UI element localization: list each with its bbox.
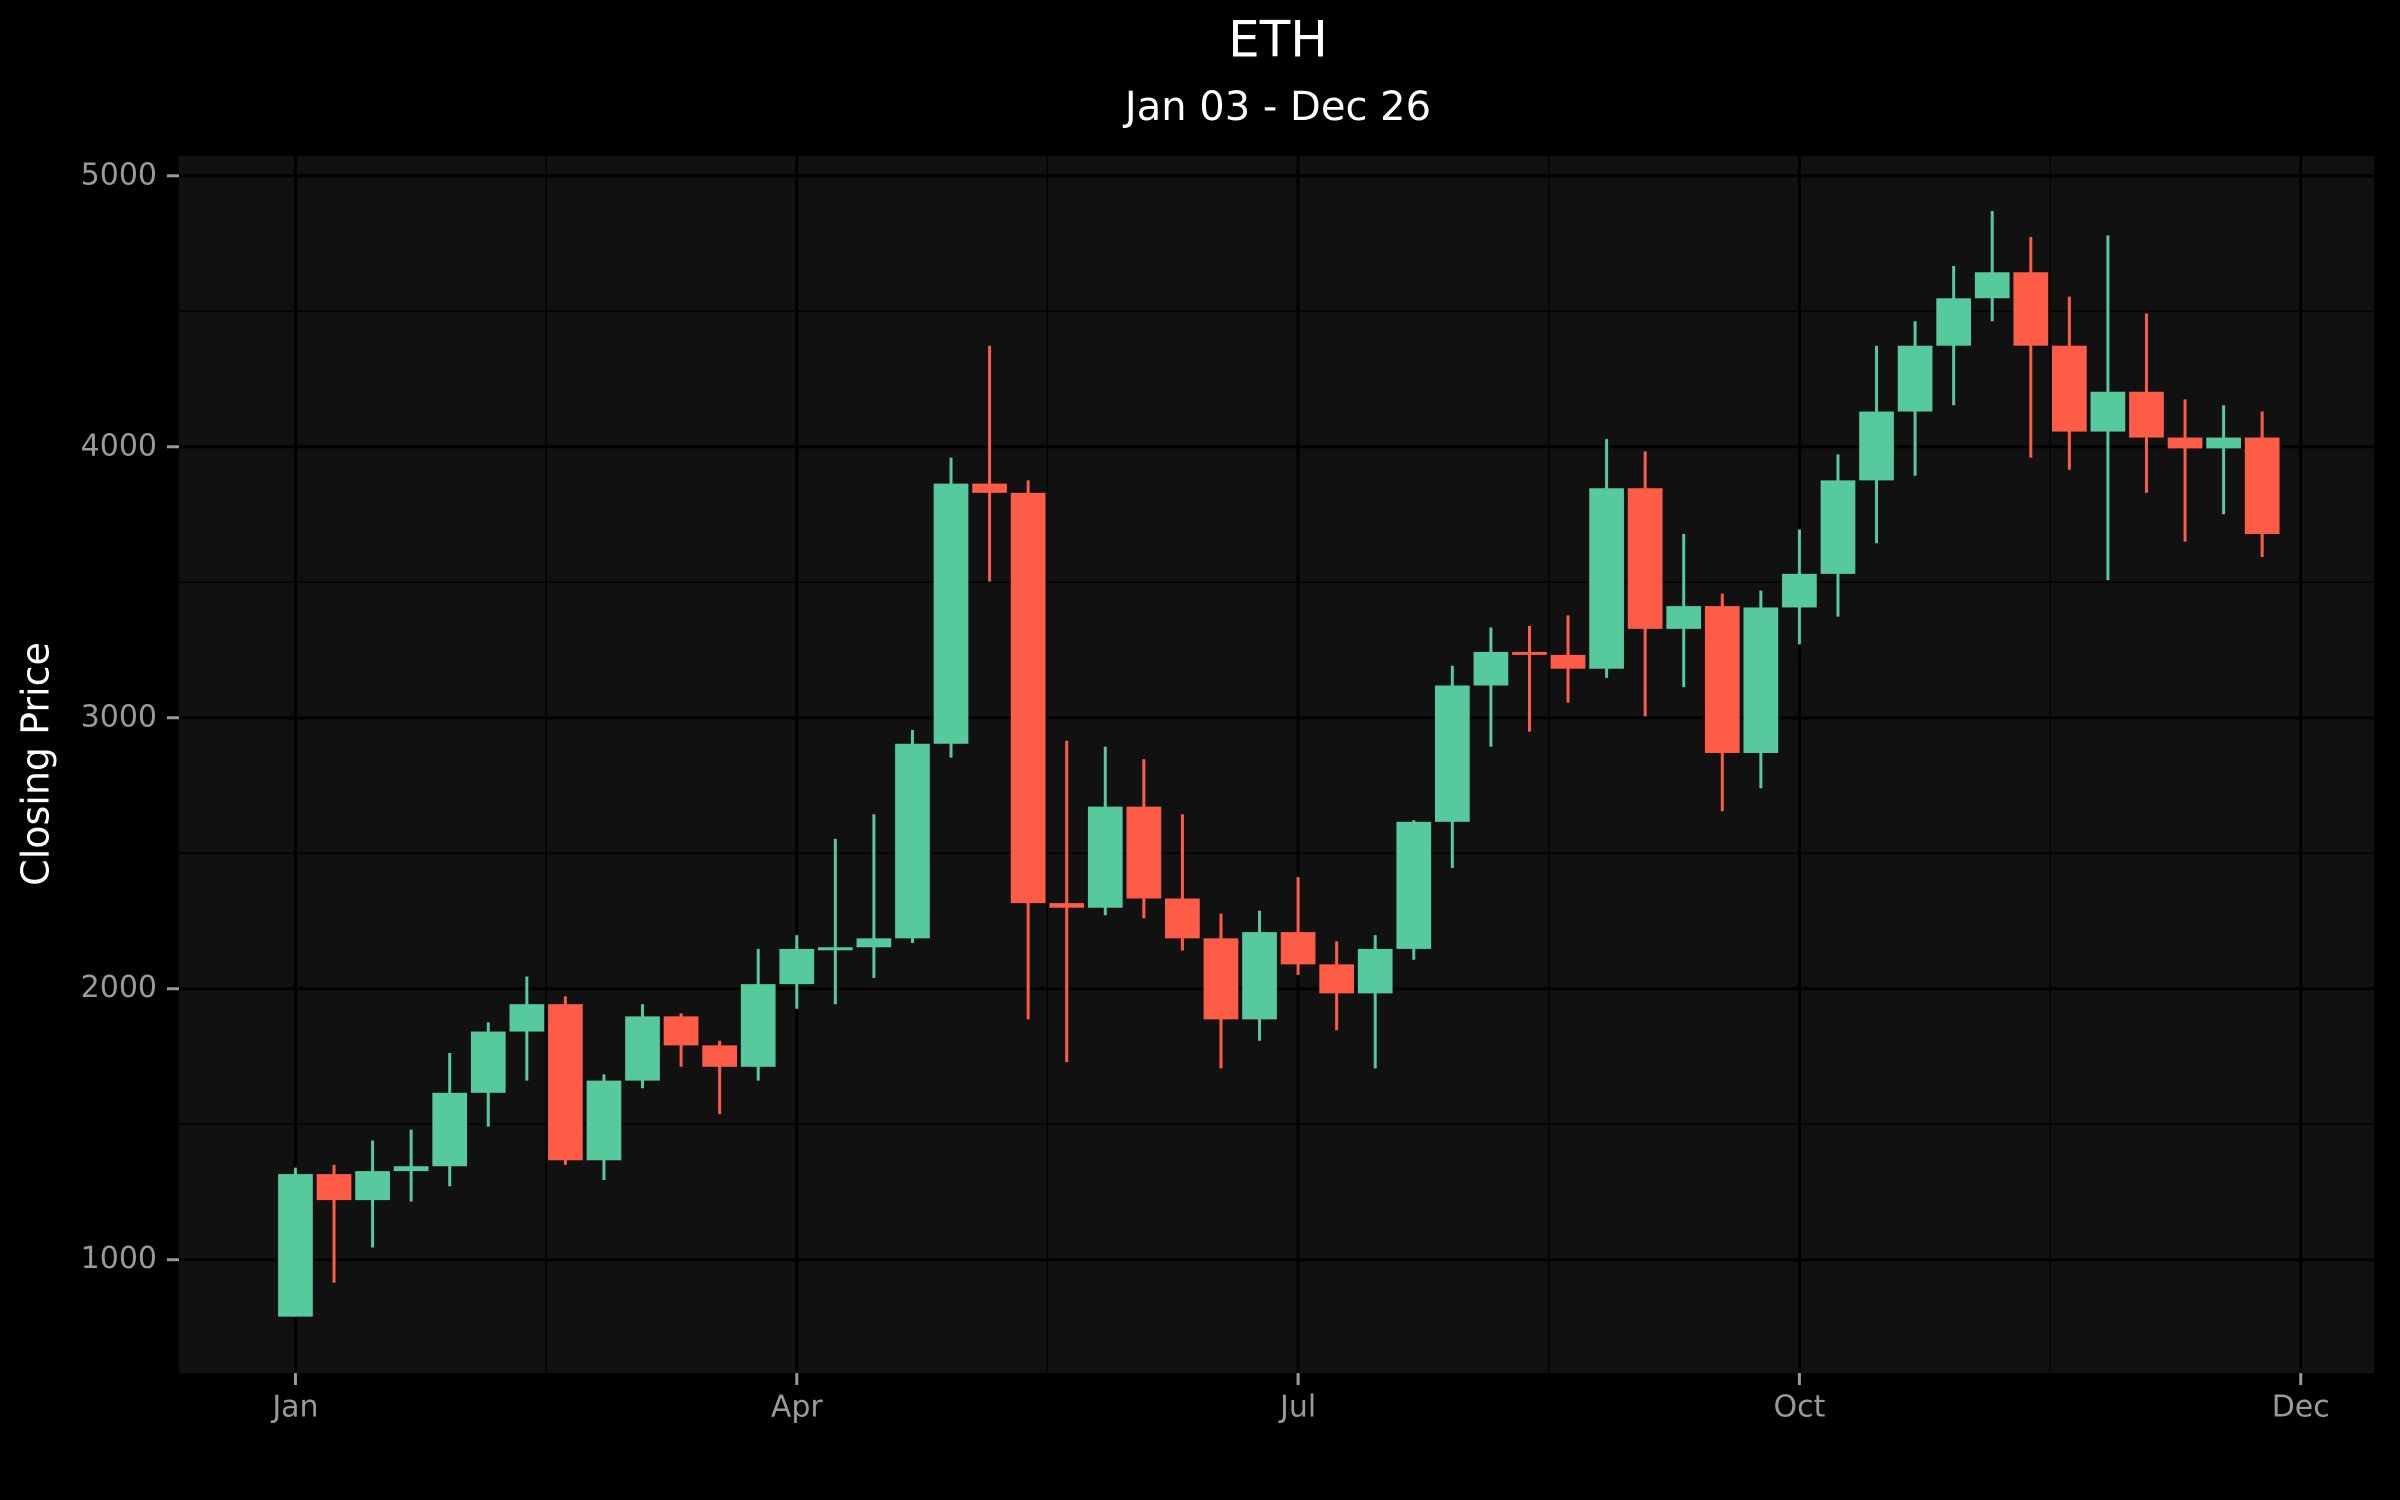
x-tick-label: Apr: [771, 1390, 824, 1425]
candle-body: [856, 938, 892, 948]
candle-body: [2244, 437, 2280, 535]
candle-body: [1589, 488, 1624, 669]
candle-body: [1396, 821, 1432, 949]
candle-body: [1704, 606, 1740, 753]
candle-body: [2051, 345, 2087, 432]
candle-body: [933, 483, 969, 744]
candle-body: [895, 743, 930, 939]
candle-body: [1627, 488, 1663, 629]
y-tick-label: 3000: [81, 699, 157, 734]
candle-body: [1087, 806, 1123, 908]
candle-body: [586, 1080, 622, 1161]
candle-body: [470, 1031, 506, 1093]
candle-body: [316, 1174, 352, 1201]
candle-body: [2129, 391, 2164, 438]
candle-body: [1974, 272, 2010, 299]
candle-body: [509, 1004, 545, 1032]
x-tick-label: Oct: [1773, 1390, 1825, 1425]
candle-body: [432, 1092, 468, 1167]
candles: [278, 211, 2280, 1317]
candle-body: [625, 1016, 660, 1081]
candle-body: [1049, 903, 1085, 908]
y-tick-label: 1000: [81, 1241, 157, 1276]
candle-body: [779, 948, 815, 985]
candle-body: [1319, 964, 1355, 994]
candle-body: [663, 1016, 699, 1046]
candle-body: [1859, 411, 1894, 481]
chart-subtitle: Jan 03 - Dec 26: [1122, 84, 1431, 130]
candle-body: [1242, 932, 1277, 1020]
candle-body: [702, 1045, 738, 1067]
candle-body: [1357, 948, 1393, 994]
grid: 1000 2000 3000 4000 5000 Jan Apr Jul Oct Dec: [81, 156, 2374, 1425]
candle-body: [972, 483, 1007, 493]
candle-body: [1280, 932, 1316, 965]
candle-body: [1897, 345, 1933, 412]
candle-body: [355, 1171, 390, 1201]
candle-body: [1203, 938, 1239, 1020]
candle-body: [1165, 898, 1200, 939]
candle-body: [2013, 272, 2049, 346]
y-tick-label: 2000: [81, 970, 157, 1005]
candle-body: [740, 984, 776, 1067]
plot-area: [179, 156, 2374, 1373]
candle-body: [1666, 606, 1702, 629]
candle-body: [1550, 654, 1586, 669]
candle-body: [1782, 573, 1817, 608]
candle-body: [2090, 391, 2126, 432]
candle-body: [1512, 651, 1547, 655]
x-tick-label: Dec: [2272, 1390, 2330, 1425]
candle-body: [817, 947, 853, 951]
candle-body: [548, 1004, 583, 1161]
y-axis-label: Closing Price: [14, 642, 58, 886]
chart-title: ETH: [1228, 11, 1328, 69]
candle-body: [393, 1166, 429, 1172]
candle-body: [1936, 298, 1972, 346]
candle-body: [1010, 492, 1046, 904]
candle-body: [1820, 480, 1856, 574]
candle-body: [278, 1174, 313, 1317]
x-tick-label: Jul: [1278, 1390, 1316, 1425]
candle-body: [2167, 437, 2203, 449]
x-tick-label: Jan: [270, 1390, 318, 1425]
y-tick-label: 5000: [81, 157, 157, 192]
candle-body: [1126, 806, 1162, 899]
candle-body: [1434, 685, 1470, 822]
candle-body: [2206, 437, 2241, 449]
candle-body: [1473, 651, 1509, 686]
candle-body: [1743, 607, 1779, 753]
y-tick-label: 4000: [81, 428, 157, 463]
